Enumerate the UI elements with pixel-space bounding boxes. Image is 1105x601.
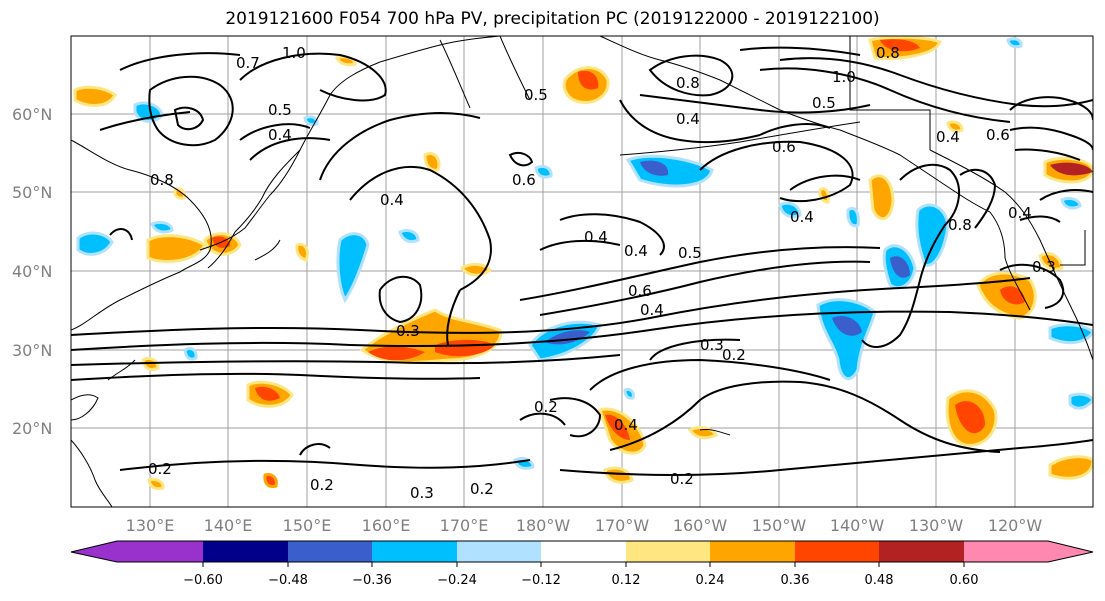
colorbar-tick: −0.24 [437, 573, 477, 588]
colorbar-segment [626, 541, 711, 562]
colorbar-segment [541, 541, 626, 562]
contour-label: 0.7 [236, 54, 260, 72]
contour-labels: 1.0 0.7 0.5 0.4 0.6 0.4 0.4 0.4 0.5 0.6 … [148, 44, 1056, 502]
contour-label: 0.3 [410, 484, 434, 502]
colorbar-segment [71, 541, 203, 562]
contour-label: 0.4 [676, 110, 700, 128]
lon-label: 150°W [752, 516, 807, 535]
contour-label: 0.4 [584, 228, 608, 246]
lon-label: 170°E [440, 516, 489, 535]
colorbar-tick: −0.48 [268, 573, 308, 588]
colorbar-tick: −0.12 [521, 573, 561, 588]
latitude-labels: 60°N 50°N 40°N 30°N 20°N [12, 105, 52, 438]
lon-label: 150°E [283, 516, 332, 535]
lon-label: 160°E [362, 516, 411, 535]
contour-label: 0.4 [624, 242, 648, 260]
precip-positive [73, 36, 1093, 491]
colorbar-segment [795, 541, 880, 562]
contour-label: 0.4 [936, 128, 960, 146]
lat-label: 30°N [12, 341, 52, 360]
lon-label: 130°W [909, 516, 964, 535]
colorbar-segment [457, 541, 542, 562]
lat-label: 60°N [12, 105, 52, 124]
contour-label: 0.4 [380, 191, 404, 209]
colorbar-tick: 0.48 [865, 573, 894, 588]
contour-label: 0.6 [772, 138, 796, 156]
lon-label: 170°W [595, 516, 650, 535]
contour-label: 0.3 [1032, 258, 1056, 276]
colorbar-tick: −0.60 [183, 573, 223, 588]
contour-label: 0.5 [268, 101, 292, 119]
colorbar-tick: 0.60 [950, 573, 979, 588]
contour-label: 0.3 [396, 322, 420, 340]
chart-title: 2019121600 F054 700 hPa PV, precipitatio… [225, 9, 880, 29]
colorbar-segment [879, 541, 964, 562]
lon-label: 140°E [204, 516, 253, 535]
longitude-labels: 130°E 140°E 150°E 160°E 170°E 180°W 170°… [126, 516, 1043, 535]
lon-label: 120°W [988, 516, 1043, 535]
map-border [70, 35, 1094, 508]
colorbar-segment [710, 541, 795, 562]
contour-label: 0.6 [512, 171, 536, 189]
contour-label: 0.8 [676, 74, 700, 92]
contour-label: 0.2 [670, 470, 694, 488]
colorbar-tick: 0.12 [612, 573, 641, 588]
colorbar-segment [203, 541, 288, 562]
colorbar-tick: −0.36 [352, 573, 392, 588]
contour-label: 0.6 [986, 126, 1010, 144]
contour-label: 0.8 [876, 44, 900, 62]
lon-label: 160°W [673, 516, 728, 535]
colorbar-segment [288, 541, 373, 562]
contour-label: 0.6 [628, 282, 652, 300]
contour-label: 0.2 [534, 398, 558, 416]
contour-label: 0.2 [470, 480, 494, 498]
contour-label: 0.4 [640, 301, 664, 319]
contour-label: 0.2 [722, 346, 746, 364]
contour-label: 0.4 [614, 416, 638, 434]
contour-label: 1.0 [282, 44, 306, 62]
pv-contours [71, 46, 1093, 476]
contour-label: 1.0 [832, 68, 856, 86]
colorbar-segment [372, 541, 457, 562]
lon-label: 130°E [126, 516, 175, 535]
lat-label: 20°N [12, 419, 52, 438]
contour-label: 0.5 [524, 86, 548, 104]
lat-label: 40°N [12, 262, 52, 281]
contour-label: 0.4 [1008, 204, 1032, 222]
contour-label: 0.4 [268, 126, 292, 144]
lon-label: 140°W [830, 516, 885, 535]
colorbar-segment [964, 541, 1093, 562]
contour-label: 0.5 [812, 94, 836, 112]
lat-label: 50°N [12, 183, 52, 202]
contour-label: 0.2 [148, 460, 172, 478]
contour-label: 0.8 [948, 216, 972, 234]
contour-label: 0.8 [150, 171, 174, 189]
colorbar-tick: 0.36 [781, 573, 810, 588]
colorbar-tick: 0.24 [696, 573, 725, 588]
contour-label: 0.4 [790, 208, 814, 226]
contour-label: 0.2 [310, 476, 334, 494]
contour-label: 0.5 [678, 244, 702, 262]
contour-label: 0.3 [700, 336, 724, 354]
lon-label: 180°W [516, 516, 571, 535]
coastlines [71, 36, 1093, 507]
colorbar: −0.60 −0.48 −0.36 −0.24 −0.12 0.12 0.24 … [70, 540, 1094, 588]
